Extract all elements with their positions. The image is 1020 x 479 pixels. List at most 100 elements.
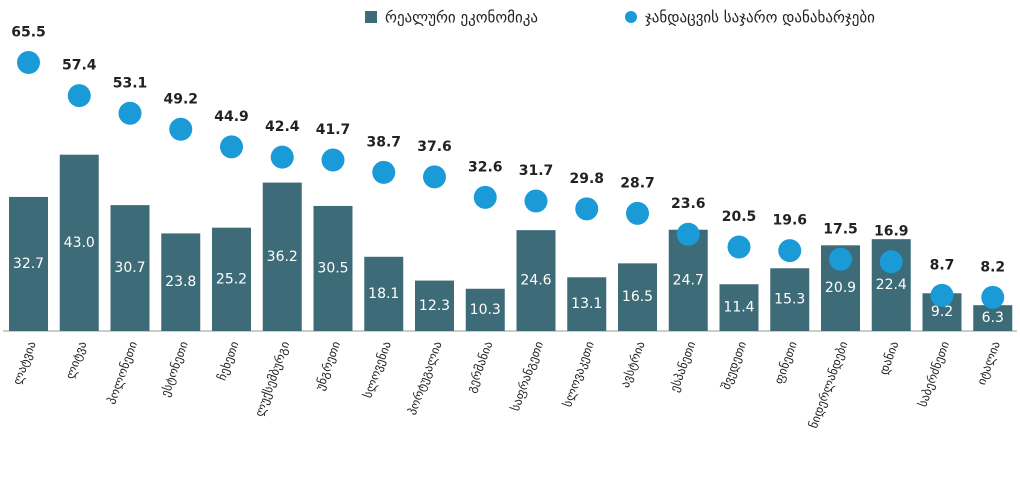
dot-value-label: 8.2 <box>980 259 1005 275</box>
dot-value-label: 42.4 <box>265 119 300 135</box>
bar-value-label: 18.1 <box>368 286 399 302</box>
bar <box>59 154 99 331</box>
dot <box>930 283 954 307</box>
x-tick-label: ფინეთი <box>772 339 800 385</box>
bar-value-label: 12.3 <box>419 298 450 314</box>
dot-value-label: 17.5 <box>823 221 858 237</box>
dot-value-label: 20.5 <box>722 209 757 225</box>
dot <box>626 201 649 225</box>
bar-value-label: 22.4 <box>876 277 907 293</box>
dot <box>321 148 345 172</box>
dot <box>17 50 40 74</box>
bar-value-label: 36.2 <box>267 249 298 265</box>
bar <box>9 196 48 331</box>
x-tick-label: საფრანგეთი <box>508 339 546 412</box>
dot <box>981 285 1005 309</box>
dot <box>879 250 903 274</box>
bar-value-label: 43.0 <box>64 235 95 251</box>
dot-value-label: 19.6 <box>772 213 807 229</box>
bar <box>516 230 556 331</box>
bar <box>770 268 810 331</box>
dot-value-label: 29.8 <box>569 171 604 187</box>
x-tick-label: ჩეხეთი <box>215 339 242 382</box>
bar-value-label: 11.4 <box>723 300 754 316</box>
dot-value-label: 65.5 <box>11 24 46 40</box>
dot <box>778 239 802 263</box>
bar-value-label: 15.3 <box>774 292 805 308</box>
x-tick-label: ესტონეთი <box>158 339 191 398</box>
x-tick-label: ლუქსემბურგი <box>252 339 292 418</box>
bar <box>110 205 150 331</box>
dot <box>372 160 396 184</box>
x-tick-label: პოლონეთი <box>104 339 140 406</box>
bar-value-label: 25.2 <box>216 271 247 287</box>
dot-value-label: 57.4 <box>62 58 97 74</box>
bar <box>313 205 353 331</box>
bar <box>719 284 759 331</box>
dot-value-label: 41.7 <box>316 122 351 138</box>
dot-value-label: 23.6 <box>671 196 706 212</box>
x-tick-label: ლატვია <box>10 339 39 386</box>
x-tick-label: პორტუგალია <box>405 339 445 416</box>
dot-value-label: 8.7 <box>930 257 955 273</box>
bar-value-label: 13.1 <box>571 296 602 312</box>
bar-value-label: 32.7 <box>13 256 44 272</box>
bar <box>161 233 201 331</box>
x-tick-label: გერმანია <box>464 339 495 394</box>
bar-value-label: 30.7 <box>114 260 145 276</box>
dot <box>575 197 599 221</box>
bar <box>212 227 251 331</box>
bar <box>668 229 708 331</box>
legend-label: ჯანდაცვის საჯარო დანახარჯები <box>645 9 875 27</box>
bar <box>415 280 454 331</box>
dot-value-label: 38.7 <box>366 134 401 150</box>
bar-value-label: 16.5 <box>622 289 653 305</box>
x-tick-label: სლოვენია <box>360 339 393 400</box>
dot-value-label: 44.9 <box>214 109 249 125</box>
bar-value-label: 24.7 <box>673 272 704 288</box>
legend-label: რეალური ეკონომიკა <box>385 9 538 27</box>
bar-value-label: 20.9 <box>825 280 856 296</box>
bar <box>364 256 404 331</box>
x-tick-label: საბერძნეთი <box>915 339 952 408</box>
x-tick-label: დანია <box>876 339 901 376</box>
bar-value-label: 10.3 <box>470 302 501 318</box>
x-tick-label: უნგრეთი <box>313 339 344 392</box>
x-tick-label: ლიტვა <box>63 339 90 381</box>
dot <box>118 101 142 125</box>
bar <box>567 277 607 331</box>
x-tick-label: შვედეთი <box>719 339 749 391</box>
dot-value-label: 53.1 <box>113 75 148 91</box>
bar <box>973 305 1013 331</box>
dot <box>473 185 497 209</box>
legend-swatch <box>365 11 377 23</box>
x-tick-label: სლოვაკეთი <box>560 339 597 408</box>
bar-value-label: 23.8 <box>165 274 196 290</box>
dot <box>270 145 294 169</box>
bar <box>262 182 302 331</box>
dot <box>169 117 193 141</box>
bar-value-label: 30.5 <box>317 260 348 276</box>
dot <box>727 235 751 259</box>
dot-value-label: 37.6 <box>417 139 452 155</box>
dot-value-label: 32.6 <box>468 159 503 175</box>
bar-value-label: 9.2 <box>931 304 953 320</box>
legend-swatch <box>625 11 637 23</box>
x-tick-label: ესპანეთი <box>667 339 698 393</box>
bar <box>465 288 505 331</box>
bar <box>618 263 657 331</box>
x-tick-label: ნიდერლანდები <box>806 339 850 430</box>
dot-value-label: 49.2 <box>163 91 198 107</box>
x-tick-label: ავსტრია <box>618 339 648 389</box>
dot <box>676 222 700 246</box>
bar-value-label: 6.3 <box>982 310 1004 326</box>
dot-value-label: 28.7 <box>620 175 655 191</box>
dot-value-label: 16.9 <box>874 224 909 240</box>
bar-value-label: 24.6 <box>520 273 551 289</box>
dot-value-label: 31.7 <box>519 163 554 179</box>
dot <box>829 247 852 271</box>
dot <box>524 189 548 213</box>
dot <box>423 165 446 189</box>
x-tick-label: იტალია <box>974 339 1003 386</box>
